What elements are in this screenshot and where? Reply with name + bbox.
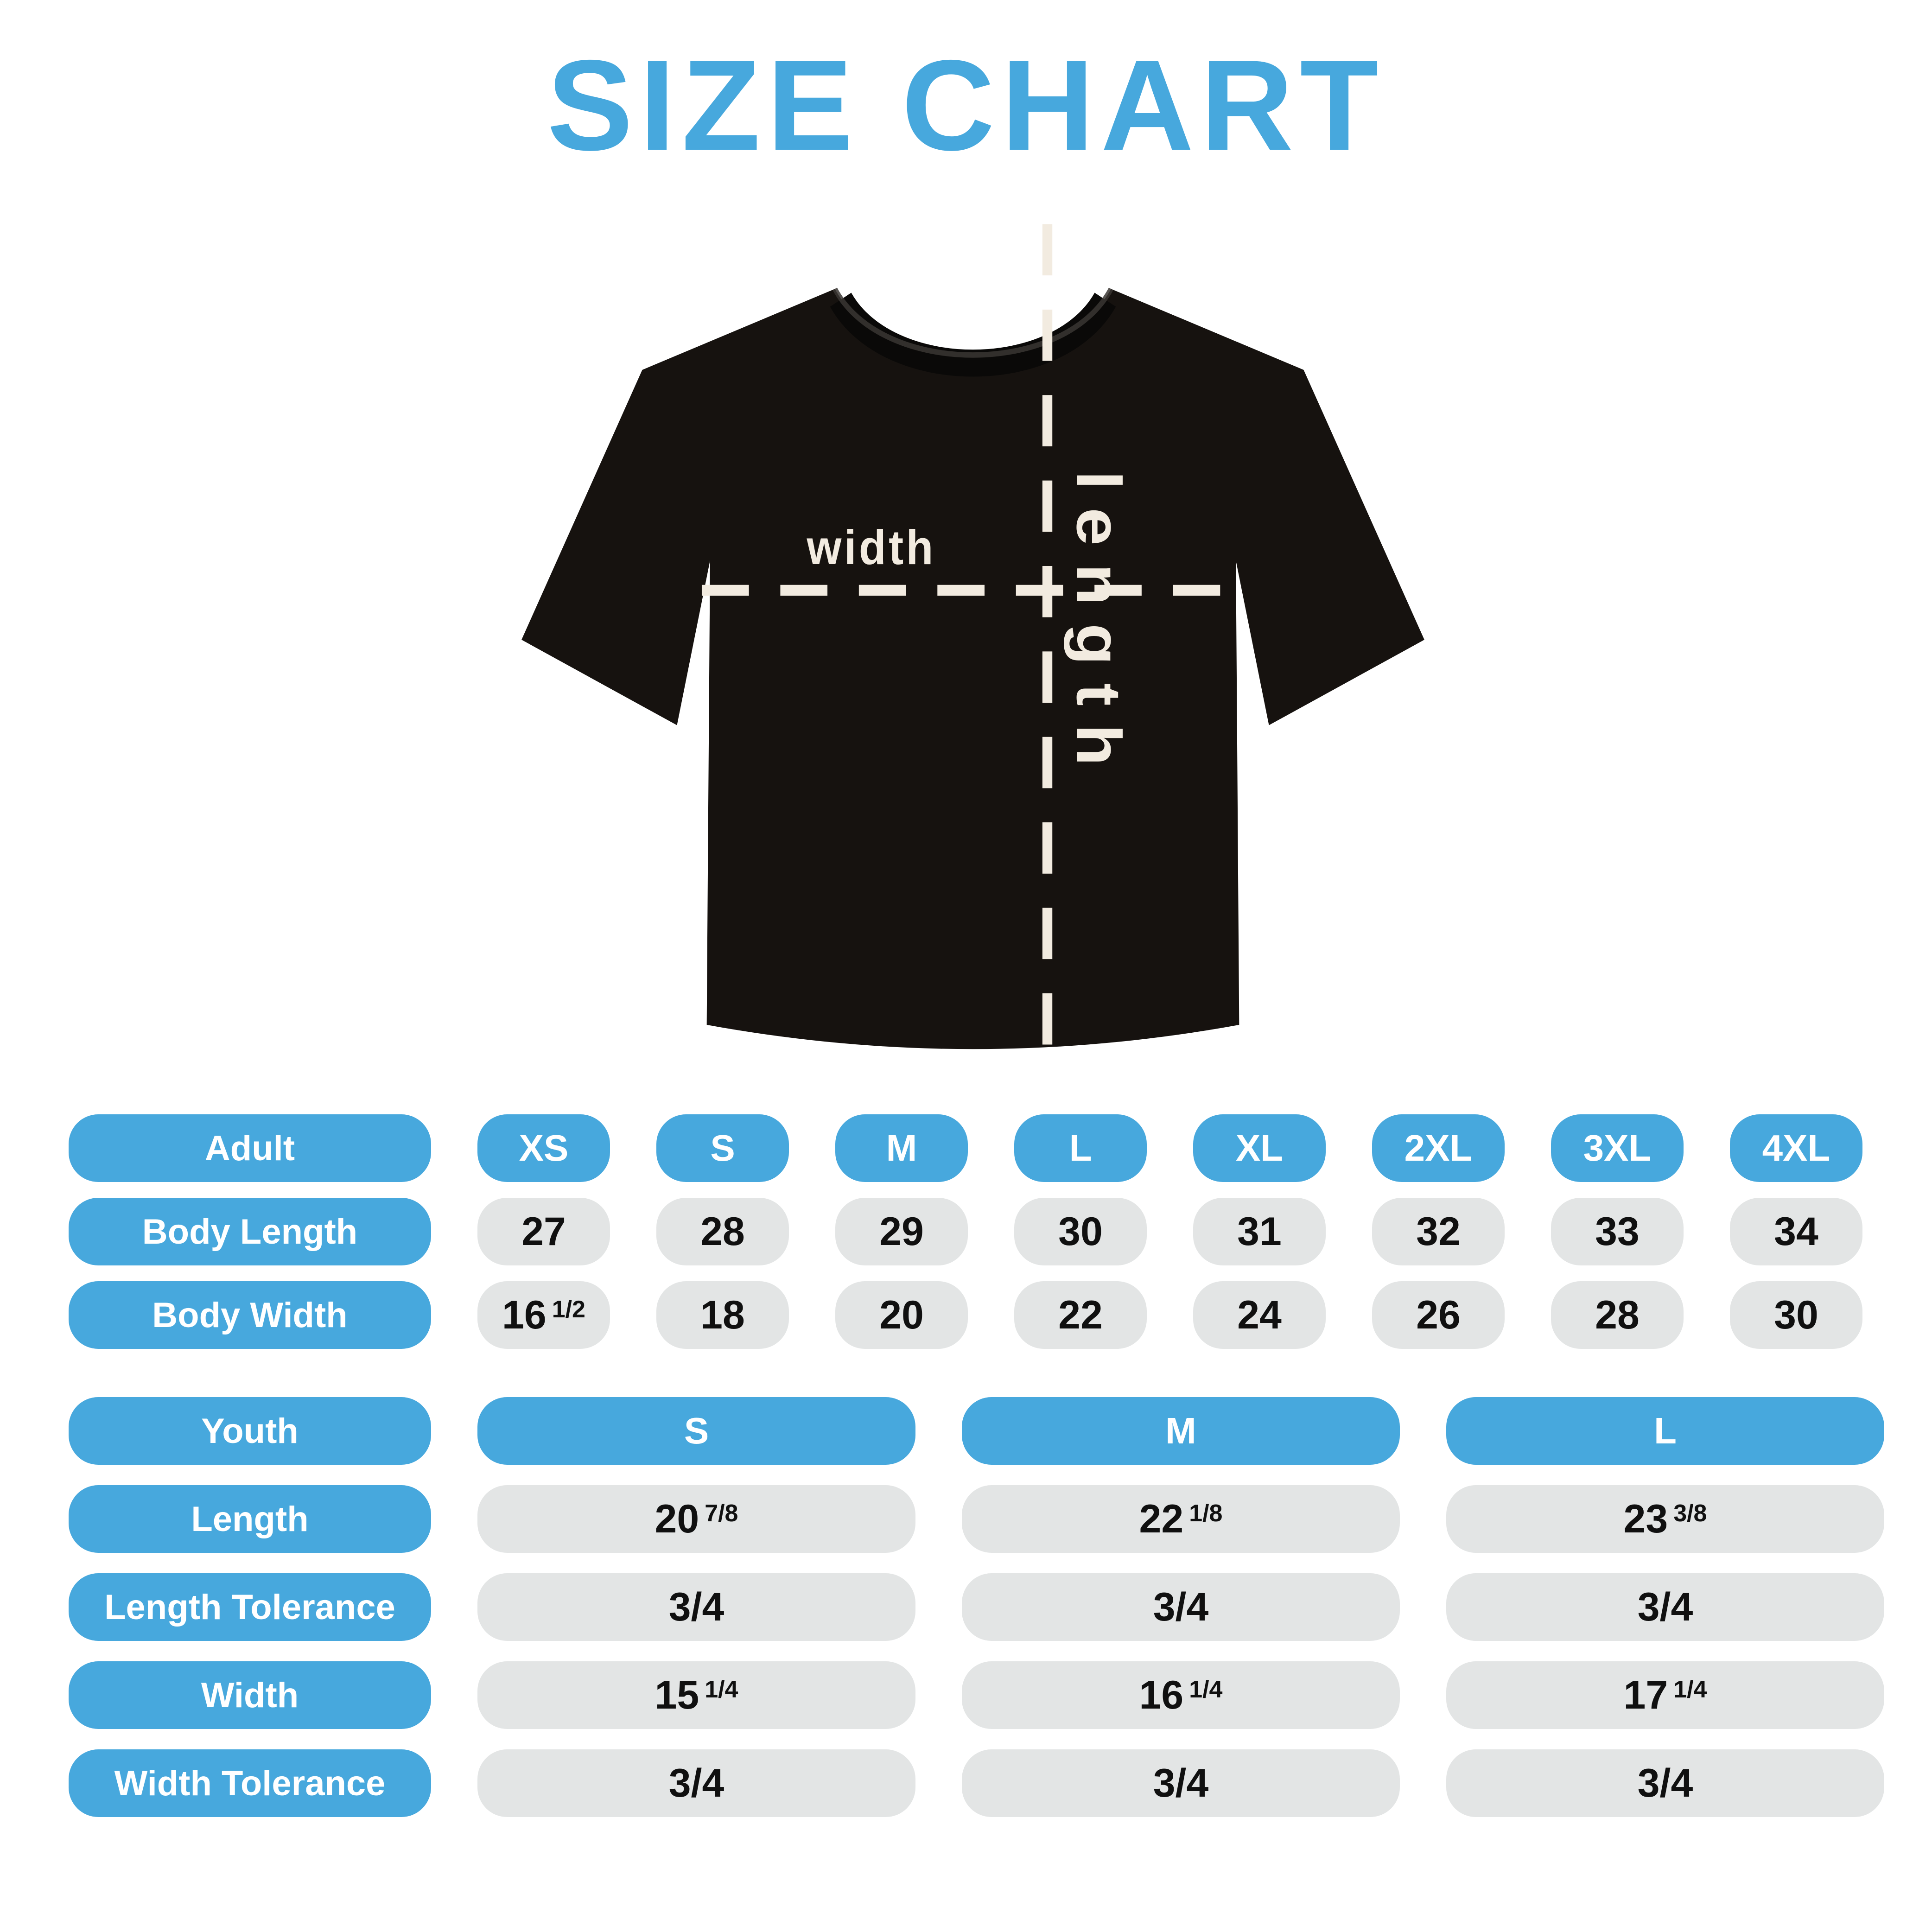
size-header-cell: 3XL — [1551, 1114, 1684, 1182]
size-header-cell: S — [477, 1397, 915, 1465]
table-cell: 24 — [1193, 1281, 1326, 1349]
tshirt-collar-shadow — [830, 292, 1116, 377]
table-cell: 28 — [656, 1198, 789, 1265]
table-cell: 32 — [1372, 1198, 1505, 1265]
tshirt-collar-rim — [833, 287, 1113, 358]
cell-value: 20 — [879, 1292, 924, 1337]
cell-value: 24 — [1237, 1292, 1282, 1337]
cell-value: 16 — [502, 1292, 547, 1337]
table-cell: 23 3/8 — [1446, 1485, 1884, 1553]
table-cell: 16 1/2 — [477, 1281, 610, 1349]
cell-value: 18 — [700, 1292, 745, 1337]
table-row-label: Width — [69, 1661, 431, 1729]
size-header-cell: L — [1014, 1114, 1147, 1182]
cell-value: 17 — [1623, 1672, 1668, 1717]
width-label: width — [807, 521, 936, 575]
length-label: length — [1063, 470, 1133, 783]
cell-fraction: 1/8 — [1189, 1500, 1223, 1527]
table-cell: 15 1/4 — [477, 1661, 915, 1729]
cell-value: 3/4 — [668, 1760, 724, 1805]
cell-value: 32 — [1416, 1209, 1461, 1254]
table-row-label: Length — [69, 1485, 431, 1553]
cell-fraction: 3/8 — [1673, 1500, 1707, 1527]
cell-value: 28 — [1595, 1292, 1640, 1337]
tshirt-diagram: width length — [518, 217, 1428, 1099]
cell-value: 3/4 — [1637, 1584, 1693, 1629]
cell-fraction: 1/4 — [1673, 1676, 1707, 1703]
tshirt-illustration: width length — [521, 224, 1424, 1072]
table-cell: 31 — [1193, 1198, 1326, 1265]
cell-value: 20 — [655, 1496, 699, 1541]
table-cell: 16 1/4 — [962, 1661, 1400, 1729]
size-header-cell: XL — [1193, 1114, 1326, 1182]
tshirt-silhouette — [521, 289, 1424, 1049]
cell-fraction: 1/2 — [552, 1296, 585, 1323]
cell-value: 31 — [1237, 1209, 1282, 1254]
table-cell: 3/4 — [1446, 1749, 1884, 1817]
table-cell: 22 — [1014, 1281, 1147, 1349]
cell-value: 28 — [700, 1209, 745, 1254]
table-cell: 20 7/8 — [477, 1485, 915, 1553]
table-cell: 17 1/4 — [1446, 1661, 1884, 1729]
size-header-cell: L — [1446, 1397, 1884, 1465]
table-cell: 30 — [1014, 1198, 1147, 1265]
table-cell: 28 — [1551, 1281, 1684, 1349]
cell-value: 29 — [879, 1209, 924, 1254]
cell-value: 30 — [1774, 1292, 1818, 1337]
cell-fraction: 1/4 — [705, 1676, 738, 1703]
table-cell: 33 — [1551, 1198, 1684, 1265]
size-header-cell: 4XL — [1730, 1114, 1862, 1182]
size-header-cell: 2XL — [1372, 1114, 1505, 1182]
cell-fraction: 7/8 — [705, 1500, 738, 1527]
cell-value: 34 — [1774, 1209, 1818, 1254]
table-cell: 18 — [656, 1281, 789, 1349]
table-cell: 27 — [477, 1198, 610, 1265]
table-row-label: Youth — [69, 1397, 431, 1465]
cell-value: 3/4 — [1153, 1760, 1209, 1805]
cell-value: 26 — [1416, 1292, 1461, 1337]
cell-value: 16 — [1139, 1672, 1184, 1717]
cell-value: 15 — [655, 1672, 699, 1717]
cell-value: 3/4 — [1153, 1584, 1209, 1629]
cell-fraction: 1/4 — [1189, 1676, 1223, 1703]
size-header-cell: XS — [477, 1114, 610, 1182]
adult-size-table: Adult XS S M L XL 2XL 3XL 4XL Body Lengt… — [69, 1114, 1862, 1349]
table-cell: 30 — [1730, 1281, 1862, 1349]
cell-value: 30 — [1058, 1209, 1103, 1254]
table-cell: 34 — [1730, 1198, 1862, 1265]
table-row-label: Length Tolerance — [69, 1573, 431, 1641]
youth-size-table: Youth S M L Length 20 7/8 22 1/8 23 3/8 Len… — [69, 1397, 1884, 1817]
size-header-cell: M — [835, 1114, 968, 1182]
table-row-label: Body Length — [69, 1198, 431, 1265]
size-header-cell: S — [656, 1114, 789, 1182]
cell-value: 27 — [521, 1209, 566, 1254]
table-cell: 3/4 — [962, 1573, 1400, 1641]
cell-value: 23 — [1623, 1496, 1668, 1541]
cell-value: 22 — [1058, 1292, 1103, 1337]
cell-value: 3/4 — [1637, 1760, 1693, 1805]
table-cell: 3/4 — [477, 1573, 915, 1641]
size-header-cell: M — [962, 1397, 1400, 1465]
table-row-label: Width Tolerance — [69, 1749, 431, 1817]
table-cell: 3/4 — [1446, 1573, 1884, 1641]
table-cell: 3/4 — [962, 1749, 1400, 1817]
table-cell: 3/4 — [477, 1749, 915, 1817]
table-cell: 29 — [835, 1198, 968, 1265]
table-cell: 22 1/8 — [962, 1485, 1400, 1553]
cell-value: 3/4 — [668, 1584, 724, 1629]
table-row-label: Adult — [69, 1114, 431, 1182]
cell-value: 33 — [1595, 1209, 1640, 1254]
table-cell: 20 — [835, 1281, 968, 1349]
table-row-label: Body Width — [69, 1281, 431, 1349]
table-cell: 26 — [1372, 1281, 1505, 1349]
page-title: SIZE CHART — [547, 33, 1385, 177]
cell-value: 22 — [1139, 1496, 1184, 1541]
